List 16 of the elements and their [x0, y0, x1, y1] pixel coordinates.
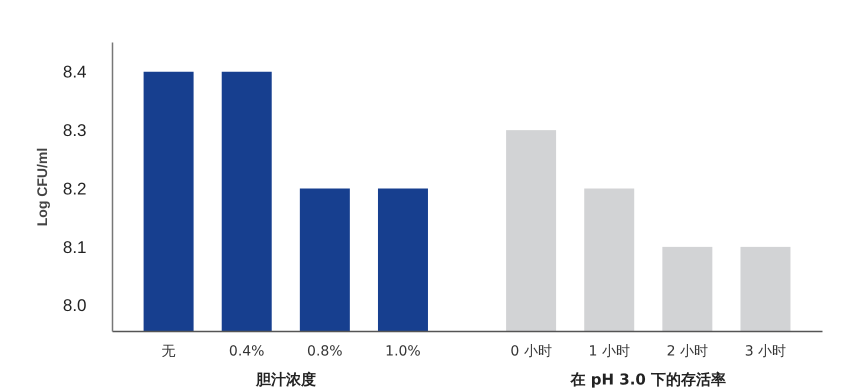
text: 胆汁浓度 [254, 370, 316, 388]
y-tick-label: 8.4 [62, 62, 87, 82]
x-tick-label: 0.4% [228, 344, 265, 360]
x-tick-label: 0.8% [307, 344, 343, 360]
x-tick-label: 1.0% [385, 344, 421, 360]
y-tick-label: 8.0 [62, 296, 87, 316]
x-tick-label: 2 小时 [666, 344, 708, 360]
y-tick-label: 8.3 [62, 121, 87, 140]
x-tick-label: 0 小时 [510, 344, 552, 360]
y-axis-title: Log CFU/ml [34, 148, 50, 226]
y-tick-label: 8.1 [62, 238, 87, 257]
x-tick-label: 无 [162, 344, 176, 360]
y-tick-label: 8.2 [62, 179, 87, 198]
x-tick-label: 3 小时 [744, 344, 786, 360]
text: 在 pH 3.0 下的存活率 [570, 370, 726, 388]
x-tick-label: 1 小时 [588, 344, 630, 360]
